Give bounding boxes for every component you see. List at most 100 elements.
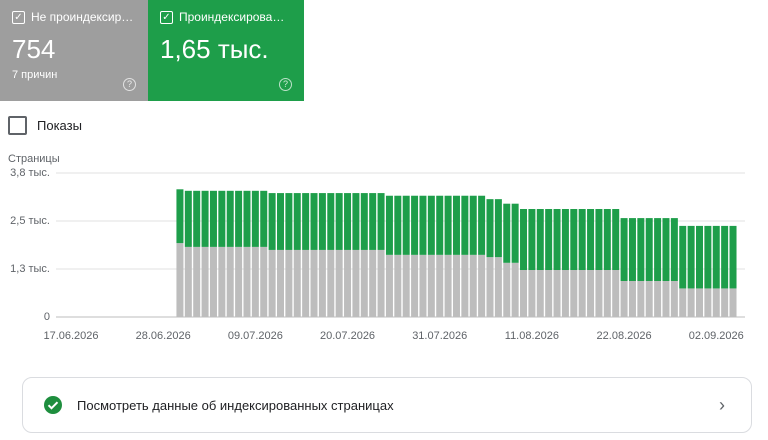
bar-segment	[570, 209, 578, 271]
bar-segment	[687, 288, 695, 317]
bar-segment	[662, 218, 670, 281]
view-indexed-link[interactable]: Посмотреть данные об индексированных стр…	[22, 377, 752, 433]
bar-segment	[327, 249, 335, 317]
bar-segment	[260, 246, 268, 317]
bar-segment	[226, 246, 234, 317]
bar-segment	[184, 246, 192, 317]
bar-segment	[721, 288, 729, 317]
bar-segment	[218, 190, 226, 247]
x-tick-label: 28.06.2026	[136, 330, 191, 342]
bar-segment	[377, 249, 385, 317]
bar-segment	[310, 249, 318, 317]
bar-segment	[260, 190, 268, 247]
bar-segment	[595, 209, 603, 271]
bar-segment	[176, 189, 184, 244]
help-icon[interactable]: ?	[279, 78, 292, 91]
bar-segment	[603, 209, 611, 271]
bar-segment	[721, 225, 729, 289]
bar-segment	[528, 270, 536, 317]
bar-segment	[494, 257, 502, 317]
bar-segment	[193, 246, 201, 317]
bar-segment	[729, 225, 737, 289]
bar-segment	[528, 209, 536, 271]
y-tick-label: 3,8 тыс.	[10, 167, 50, 179]
checkbox[interactable]	[8, 116, 27, 135]
bar-segment	[201, 246, 209, 317]
bar-segment	[344, 193, 352, 250]
bar-segment	[645, 281, 653, 317]
bar-segment	[360, 193, 368, 250]
bar-segment	[486, 199, 494, 258]
bar-segment	[670, 218, 678, 281]
x-tick-label: 31.07.2026	[412, 330, 467, 342]
card-title: ✓Не проиндексированные	[12, 10, 136, 24]
x-tick-label: 20.07.2026	[320, 330, 375, 342]
y-tick-label: 2,5 тыс.	[10, 215, 50, 227]
bar-segment	[218, 246, 226, 317]
bar-segment	[419, 195, 427, 255]
bar-segment	[444, 254, 452, 317]
bar-segment	[687, 225, 695, 289]
bar-segment	[536, 270, 544, 317]
bar-segment	[293, 249, 301, 317]
bar-segment	[520, 209, 528, 271]
bar-segment	[251, 190, 259, 247]
bar-segment	[561, 270, 569, 317]
bar-segment	[352, 193, 360, 250]
bar-segment	[620, 281, 628, 317]
bar-segment	[654, 281, 662, 317]
checkbox: ✓	[160, 10, 173, 24]
bar-segment	[712, 225, 720, 289]
bar-segment	[436, 195, 444, 255]
bar-segment	[511, 262, 519, 317]
bar-segment	[352, 249, 360, 317]
bar-segment	[427, 195, 435, 255]
bar-segment	[478, 254, 486, 317]
bar-segment	[394, 195, 402, 255]
bar-segment	[553, 209, 561, 271]
bar-segment	[235, 246, 243, 317]
not-indexed-card[interactable]: ✓Не проиндексированные 754 7 причин ?	[0, 0, 148, 101]
bar-segment	[402, 195, 410, 255]
bar-segment	[511, 203, 519, 263]
bar-segment	[461, 195, 469, 255]
bar-segment	[696, 225, 703, 289]
bar-segment	[436, 254, 444, 317]
y-axis-label: Страницы	[8, 153, 60, 165]
bar-segment	[310, 193, 318, 250]
x-tick-label: 22.08.2026	[597, 330, 652, 342]
bar-segment	[411, 195, 419, 255]
chevron: ›	[719, 394, 725, 415]
impressions-toggle[interactable]: Показы	[8, 116, 82, 135]
checkbox-label: Показы	[37, 118, 82, 133]
bar-segment	[318, 249, 326, 317]
bar-segment	[679, 288, 687, 317]
bar-segment	[184, 190, 192, 247]
help-icon[interactable]: ?	[123, 78, 136, 91]
bar-segment	[369, 249, 377, 317]
bar-segment	[293, 193, 301, 250]
bar-segment	[360, 249, 368, 317]
bar-segment	[587, 209, 595, 271]
bar-segment	[494, 199, 502, 258]
bar-segment	[503, 262, 511, 317]
bar-segment	[469, 195, 477, 255]
bar-segment	[385, 254, 393, 317]
bar-segment	[461, 254, 469, 317]
bar-segment	[302, 249, 310, 317]
bar-segment	[209, 246, 217, 317]
bar-segment	[679, 225, 687, 289]
bar-segment	[628, 218, 636, 281]
bar-segment	[201, 190, 209, 247]
bar-segment	[411, 254, 419, 317]
bar-segment	[277, 193, 284, 250]
indexed-card[interactable]: ✓ Проиндексированные 1,65 тыс. ?	[148, 0, 304, 101]
x-tick-label: 02.09.2026	[689, 330, 744, 342]
checkbox: ✓	[12, 10, 25, 24]
card-subtitle: 7 причин	[12, 69, 58, 81]
bar-segment	[243, 190, 251, 247]
bar-segment	[268, 249, 276, 317]
bar-segment	[478, 195, 486, 255]
bar-segment	[469, 254, 477, 317]
